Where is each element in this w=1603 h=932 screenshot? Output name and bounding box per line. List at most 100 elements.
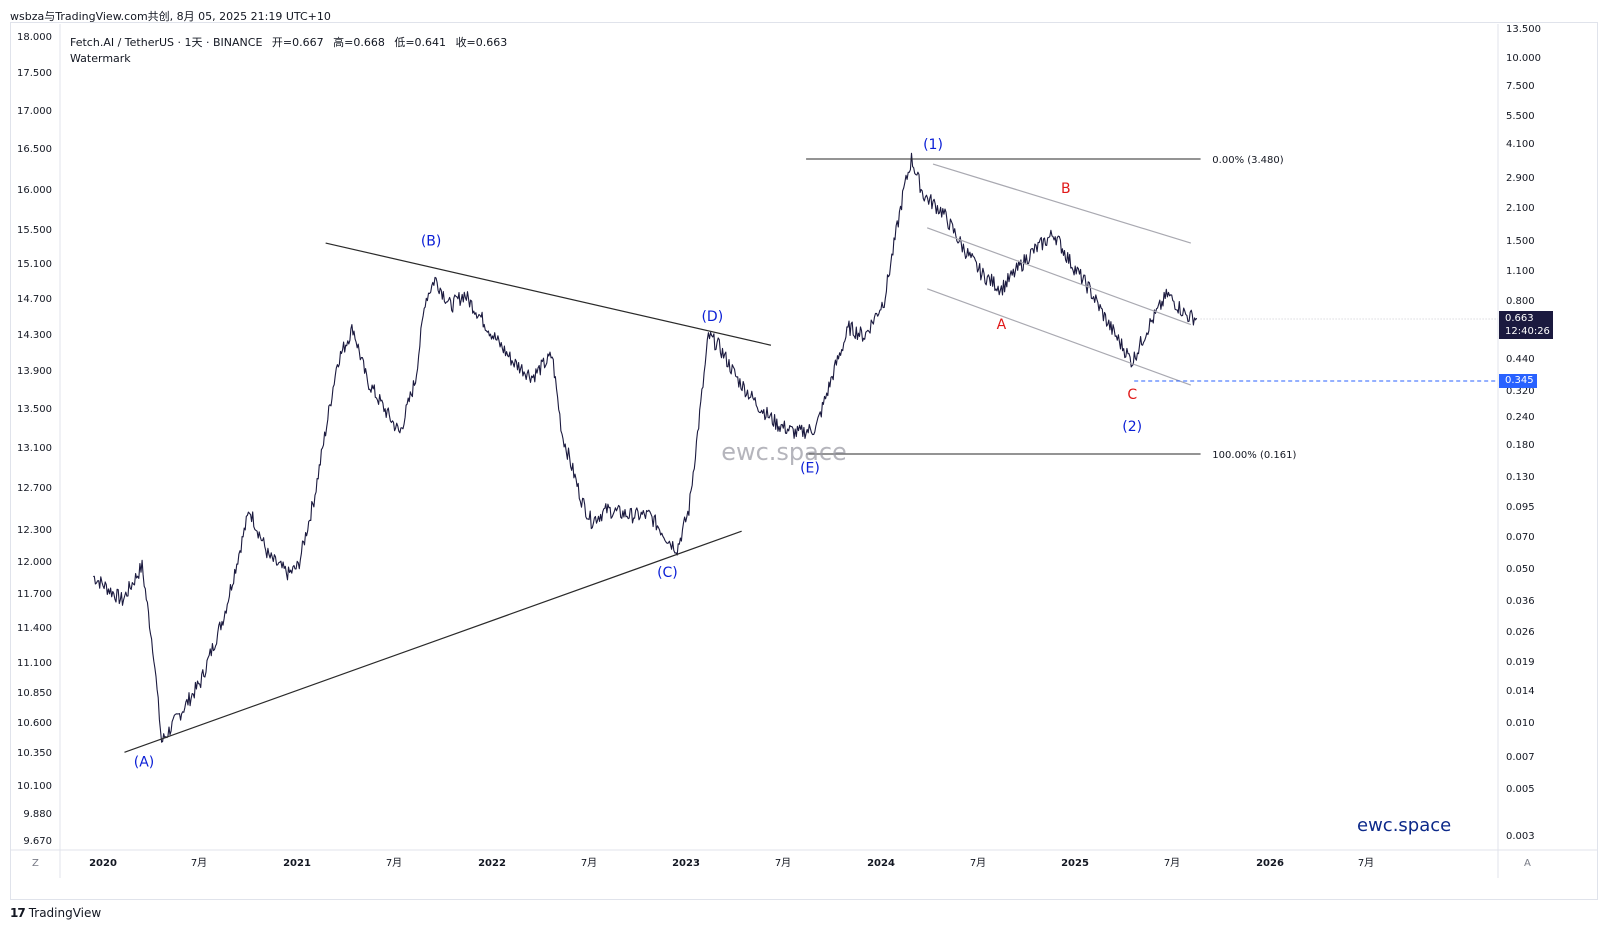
timezone-button[interactable]: Z	[32, 858, 39, 869]
fib-label: 100.00% (0.161)	[1212, 450, 1296, 461]
right-tick-label: 0.440	[1506, 354, 1535, 365]
brand-text: ewc.space	[1357, 815, 1452, 836]
left-tick-label: 12.700	[17, 483, 52, 494]
top-bar-text: wsbza与TradingView.com共创, 8月 05, 2025 21:…	[10, 10, 331, 23]
right-tick-label: 0.180	[1506, 440, 1535, 451]
right-tick-label: 0.800	[1506, 296, 1535, 307]
fib-label: 0.00% (3.480)	[1212, 155, 1283, 166]
right-tick-label: 10.000	[1506, 53, 1541, 64]
chart-legend: Fetch.AI / TetherUS · 1天 · BINANCE 开=0.6…	[70, 35, 513, 67]
left-tick-label: 16.000	[17, 185, 52, 196]
left-tick-label: 11.700	[17, 589, 52, 600]
ohlc-low: 低=0.641	[394, 36, 447, 49]
last-price-tag: 0.663 12:40:26	[1499, 311, 1553, 339]
watermark-indicator[interactable]: Watermark	[70, 52, 131, 65]
wave-labels: 0.00% (3.480) 100.00% (0.161) ewc.space (A)…	[134, 137, 1297, 770]
left-tick-label: 16.500	[17, 144, 52, 155]
right-price-axis: 13.500 10.000 7.500 5.500 4.100 2.900 2.100 1.5…	[1497, 24, 1541, 878]
left-tick-label: 13.500	[17, 404, 52, 415]
time-tick-label: 7月	[1358, 857, 1374, 869]
right-tick-label: 4.100	[1506, 139, 1535, 150]
channel-upper-line	[932, 163, 1191, 244]
drawing-lines[interactable]	[124, 158, 1498, 753]
level-price-tag: 0.345	[1499, 374, 1537, 388]
ohlc-open: 开=0.667	[271, 36, 324, 49]
left-tick-label: 11.100	[17, 658, 52, 669]
time-tick-label: 2025	[1061, 858, 1089, 869]
channel-lower-line	[926, 288, 1192, 386]
right-tick-label: 0.019	[1506, 657, 1535, 668]
time-tick-label: 7月	[775, 857, 791, 869]
ohlc-high: 高=0.668	[333, 36, 385, 49]
left-tick-label: 14.700	[17, 294, 52, 305]
lower-trendline	[124, 530, 742, 753]
wave-label: C	[1127, 387, 1137, 403]
bar-countdown: 12:40:26	[1505, 326, 1550, 337]
right-tick-label: 0.070	[1506, 532, 1535, 543]
time-tick-label: 7月	[191, 857, 207, 869]
left-tick-label: 18.000	[17, 32, 52, 43]
right-tick-label: 7.500	[1506, 81, 1535, 92]
left-price-axis: 18.000 17.500 17.000 16.500 16.000 15.500 15.1…	[17, 24, 61, 878]
wave-label: (1)	[923, 137, 943, 153]
time-tick-label: 7月	[970, 857, 986, 869]
price-series	[93, 152, 1198, 743]
right-tick-label: 1.500	[1506, 236, 1535, 247]
chart-watermark-text: ewc.space	[721, 438, 847, 466]
right-tick-label: 0.005	[1506, 784, 1535, 795]
left-tick-label: 17.500	[17, 68, 52, 79]
wave-label: B	[1061, 181, 1071, 197]
left-tick-label: 17.000	[17, 106, 52, 117]
price-line	[93, 152, 1198, 743]
wave-label: A	[997, 317, 1007, 333]
right-tick-label: 0.095	[1506, 502, 1535, 513]
time-tick-label: 2024	[867, 858, 895, 869]
left-tick-label: 9.670	[23, 836, 52, 847]
time-tick-label: 2023	[672, 858, 700, 869]
time-tick-label: 7月	[581, 857, 597, 869]
left-tick-label: 14.300	[17, 330, 52, 341]
ohlc-close: 收=0.663	[455, 36, 508, 49]
right-tick-label: 0.240	[1506, 412, 1535, 423]
left-tick-label: 13.900	[17, 366, 52, 377]
right-tick-label: 2.900	[1506, 173, 1535, 184]
chart-frame	[10, 22, 1598, 900]
time-tick-label: 2021	[283, 858, 311, 869]
left-tick-label: 12.300	[17, 525, 52, 536]
right-tick-label: 0.050	[1506, 564, 1535, 575]
left-tick-label: 10.350	[17, 748, 52, 759]
footer: 17 TradingView	[10, 906, 101, 920]
wave-label: (D)	[701, 309, 723, 325]
time-tick-label: 2026	[1256, 858, 1284, 869]
symbol-title[interactable]: Fetch.AI / TetherUS · 1天 · BINANCE	[70, 36, 263, 49]
left-tick-label: 15.100	[17, 259, 52, 270]
time-tick-label: 2020	[89, 858, 117, 869]
left-tick-label: 13.100	[17, 443, 52, 454]
right-tick-label: 0.007	[1506, 752, 1535, 763]
time-tick-label: 7月	[1164, 857, 1180, 869]
left-tick-label: 10.100	[17, 781, 52, 792]
time-tick-label: 2022	[478, 858, 506, 869]
wave-label: (E)	[800, 461, 820, 477]
top-bar: wsbza与TradingView.com共创, 8月 05, 2025 21:…	[0, 0, 1603, 30]
right-tick-label: 0.036	[1506, 596, 1535, 607]
left-tick-label: 10.850	[17, 688, 52, 699]
right-tick-label: 0.320	[1506, 386, 1535, 397]
right-tick-label: 2.100	[1506, 203, 1535, 214]
right-tick-label: 0.003	[1506, 831, 1535, 842]
channel-middle-line	[926, 227, 1192, 326]
auto-scale-button[interactable]: A	[1524, 858, 1531, 869]
left-tick-label: 10.600	[17, 718, 52, 729]
right-tick-label: 0.026	[1506, 627, 1535, 638]
right-tick-label: 1.100	[1506, 266, 1535, 277]
upper-trendline	[325, 242, 772, 346]
time-axis: 2020 7月 2021 7月 2022 7月 2023 7月 2024 7月 2025 7月 2026…	[10, 849, 1598, 869]
wave-label: (A)	[134, 754, 155, 770]
last-price-value: 0.663	[1505, 313, 1534, 324]
wave-label: (2)	[1122, 419, 1142, 435]
right-tick-label: 13.500	[1506, 24, 1541, 35]
right-tick-label: 5.500	[1506, 111, 1535, 122]
left-tick-label: 11.400	[17, 623, 52, 634]
time-tick-label: 7月	[386, 857, 402, 869]
